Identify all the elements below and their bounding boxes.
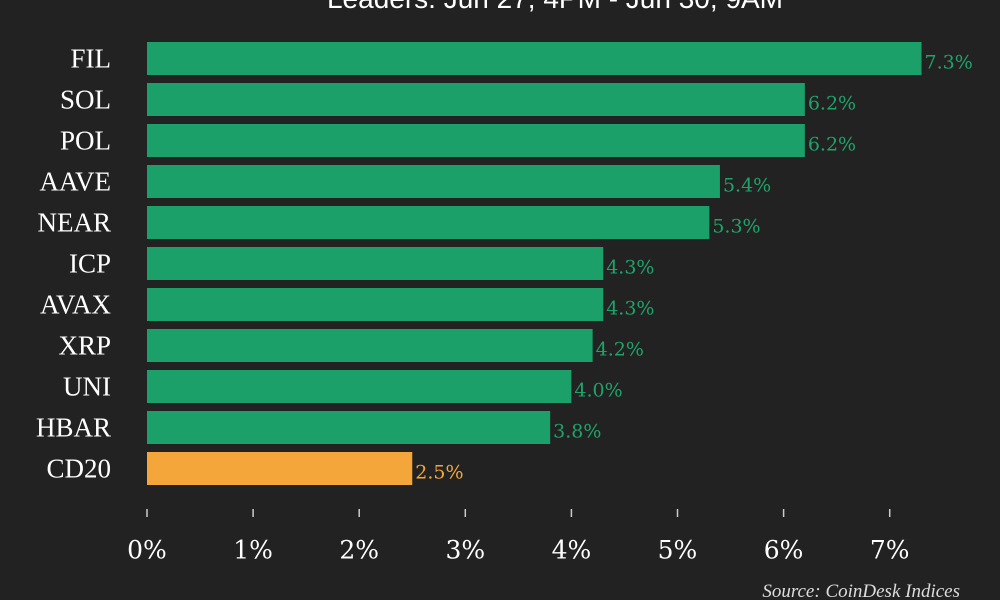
x-tick-label: 5%: [658, 536, 698, 565]
category-label-avax: AVAX: [40, 290, 112, 320]
value-label-sol: 6.2%: [808, 93, 856, 115]
value-label-pol: 6.2%: [808, 134, 856, 156]
x-tick-label: 6%: [764, 536, 804, 565]
category-label-icp: ICP: [69, 249, 111, 279]
value-label-avax: 4.3%: [606, 298, 654, 320]
value-label-xrp: 4.2%: [596, 339, 644, 361]
value-label-cd20: 2.5%: [415, 462, 463, 484]
category-label-hbar: HBAR: [36, 413, 111, 443]
category-label-sol: SOL: [60, 85, 111, 115]
bar-fil: [147, 42, 922, 75]
bar-near: [147, 206, 710, 239]
category-label-cd20: CD20: [46, 454, 111, 484]
category-labels: FIL SOL POL AAVE NEAR ICP AVAX XRP UNI HBAR CD20: [36, 44, 112, 484]
x-axis: 0% 1% 2% 3% 4% 5% 6% 7%: [127, 509, 910, 565]
category-label-near: NEAR: [38, 208, 112, 238]
bars-group: [147, 42, 922, 485]
x-tick-label: 1%: [233, 536, 273, 565]
bar-avax: [147, 288, 604, 321]
bar-uni: [147, 370, 572, 403]
value-label-near: 5.3%: [712, 216, 760, 238]
value-labels: 7.3% 6.2% 6.2% 5.4% 5.3% 4.3% 4.3% 4.2% 4.0% 3.8%…: [415, 52, 973, 484]
bar-pol: [147, 124, 805, 157]
x-tick-label: 4%: [552, 536, 592, 565]
bar-xrp: [147, 329, 593, 362]
category-label-xrp: XRP: [58, 331, 111, 361]
category-label-pol: POL: [60, 126, 111, 156]
x-tick-label: 7%: [870, 536, 910, 565]
value-label-fil: 7.3%: [925, 52, 973, 74]
bar-cd20: [147, 452, 413, 485]
value-label-icp: 4.3%: [606, 257, 654, 279]
value-label-uni: 4.0%: [574, 380, 622, 402]
category-label-fil: FIL: [71, 44, 112, 74]
category-label-uni: UNI: [63, 372, 111, 402]
bar-sol: [147, 83, 805, 116]
bar-hbar: [147, 411, 551, 444]
value-label-aave: 5.4%: [723, 175, 771, 197]
category-label-aave: AAVE: [39, 167, 111, 197]
source-note: Source: CoinDesk Indices: [762, 581, 960, 600]
x-tick-label: 2%: [339, 536, 379, 565]
x-tick-label: 0%: [127, 536, 167, 565]
bar-aave: [147, 165, 720, 198]
chart-title: Leaders: Jun 27, 4PM - Jun 30, 9AM: [327, 0, 783, 14]
value-label-hbar: 3.8%: [553, 421, 601, 443]
x-tick-label: 3%: [445, 536, 485, 565]
bar-icp: [147, 247, 604, 280]
